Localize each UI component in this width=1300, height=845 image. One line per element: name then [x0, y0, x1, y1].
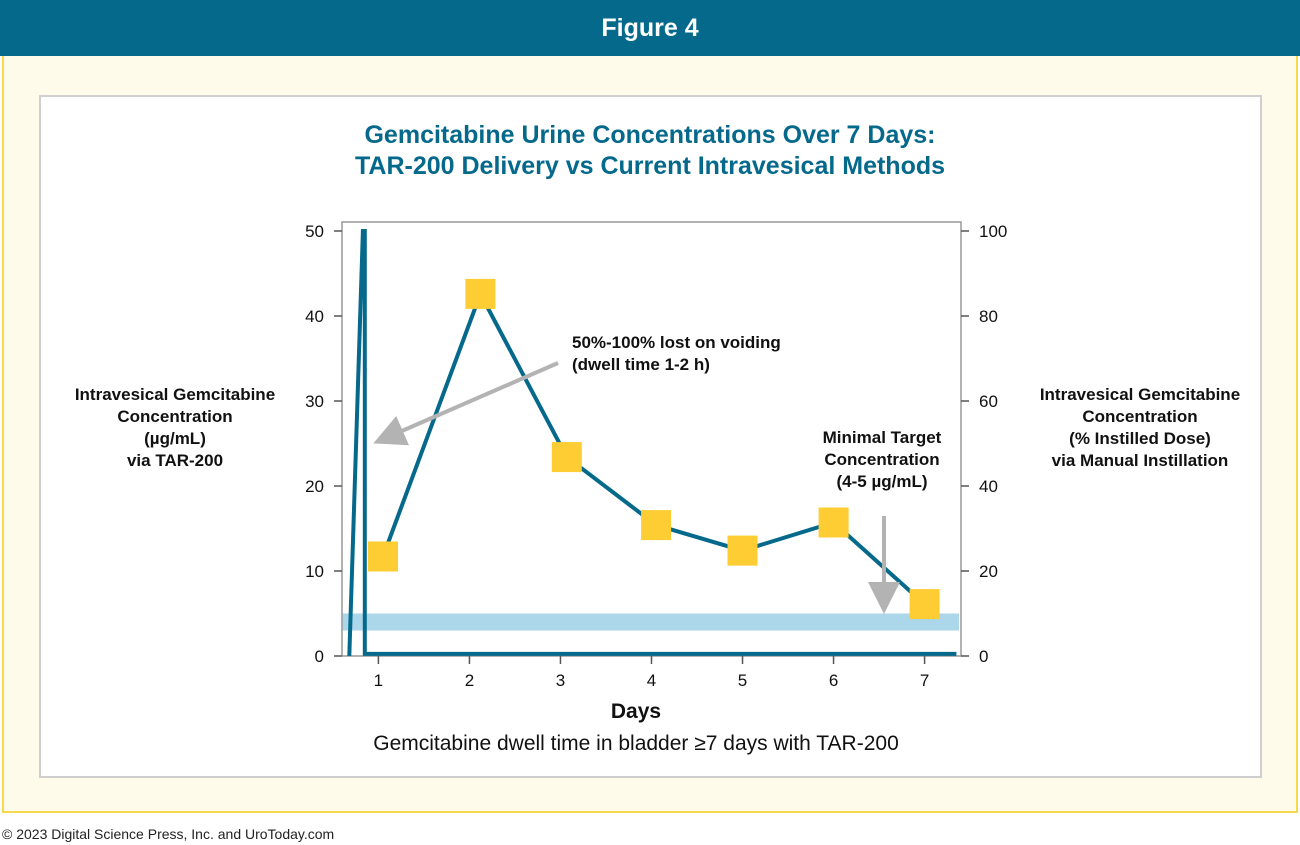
target-concentration-band [342, 613, 959, 631]
y-left-tick-label: 0 [315, 647, 324, 666]
x-tick-label: 6 [829, 671, 838, 690]
target-annotation-line-3: (4-5 µg/mL) [836, 472, 928, 491]
figure-title: Figure 4 [601, 14, 699, 42]
data-point-marker [641, 510, 672, 541]
y-left-tick-label: 20 [305, 477, 324, 496]
voiding-annotation-line-1: 50%-100% lost on voiding [572, 333, 781, 352]
voiding-arrow [373, 361, 559, 446]
y-right-label-line-1: Intravesical Gemcitabine [1039, 385, 1241, 404]
data-point-marker [727, 535, 758, 566]
data-point-marker [465, 278, 496, 309]
chart-title: Gemcitabine Urine Concentrations Over 7 … [250, 120, 1050, 182]
data-point-marker [551, 442, 582, 473]
y-right-ticks: 0 20 40 60 80 100 [961, 222, 1007, 666]
x-tick-label: 7 [920, 671, 929, 690]
y-left-ticks: 0 10 20 30 40 50 [305, 222, 342, 666]
y-right-label-line-4: via Manual Instillation [1051, 451, 1229, 470]
target-annotation-line-2: Concentration [824, 450, 940, 469]
x-tick-label: 2 [465, 671, 474, 690]
figure-header [0, 0, 1300, 56]
chart-panel [39, 95, 1262, 778]
y-axis-left-label: Intravesical Gemcitabine Concentration (… [55, 384, 295, 472]
data-point-marker [909, 589, 940, 620]
y-left-label-line-1: Intravesical Gemcitabine [74, 385, 276, 404]
data-point-marker [368, 541, 398, 572]
chart-title-line-1: Gemcitabine Urine Concentrations Over 7 … [364, 121, 936, 149]
y-left-label-line-2: Concentration [117, 407, 233, 426]
x-tick-label: 4 [647, 671, 656, 690]
x-tick-label: 5 [738, 671, 747, 690]
y-left-tick-label: 10 [305, 562, 324, 581]
y-right-tick-label: 80 [979, 307, 998, 326]
y-right-tick-label: 0 [979, 647, 988, 666]
y-right-tick-label: 60 [979, 392, 998, 411]
target-annotation: Minimal Target Concentration (4-5 µg/mL) [800, 427, 964, 493]
y-right-tick-label: 40 [979, 477, 998, 496]
x-axis-label: Days [611, 700, 661, 723]
chart-caption: Gemcitabine dwell time in bladder ≥7 day… [373, 732, 899, 755]
x-ticks: 1 2 3 4 5 6 7 [374, 656, 929, 690]
data-point-marker [818, 507, 849, 538]
y-right-tick-label: 20 [979, 562, 998, 581]
voiding-annotation: 50%-100% lost on voiding (dwell time 1-2… [572, 332, 781, 376]
y-left-tick-label: 30 [305, 392, 324, 411]
plot-area [341, 221, 962, 657]
y-left-label-line-4: via TAR-200 [126, 451, 224, 470]
series-layer [347, 229, 957, 657]
target-annotation-line-1: Minimal Target [822, 428, 942, 447]
series-line-tar-200 [381, 289, 926, 606]
chart-title-line-2: TAR-200 Delivery vs Current Intravesical… [354, 152, 946, 180]
y-axis-right-label: Intravesical Gemcitabine Concentration (… [1020, 384, 1260, 472]
series-line-manual-instillation [347, 229, 957, 657]
y-right-label-line-2: Concentration [1082, 407, 1198, 426]
y-right-label-line-3: (% Instilled Dose) [1069, 429, 1211, 448]
y-left-tick-label: 50 [305, 222, 324, 241]
x-tick-label: 1 [374, 671, 383, 690]
x-tick-label: 3 [556, 671, 565, 690]
voiding-annotation-line-2: (dwell time 1-2 h) [572, 355, 710, 374]
y-left-label-line-3: (µg/mL) [144, 429, 206, 448]
y-left-tick-label: 40 [305, 307, 324, 326]
copyright-footer: © 2023 Digital Science Press, Inc. and U… [2, 826, 335, 842]
y-right-tick-label: 100 [979, 222, 1007, 241]
